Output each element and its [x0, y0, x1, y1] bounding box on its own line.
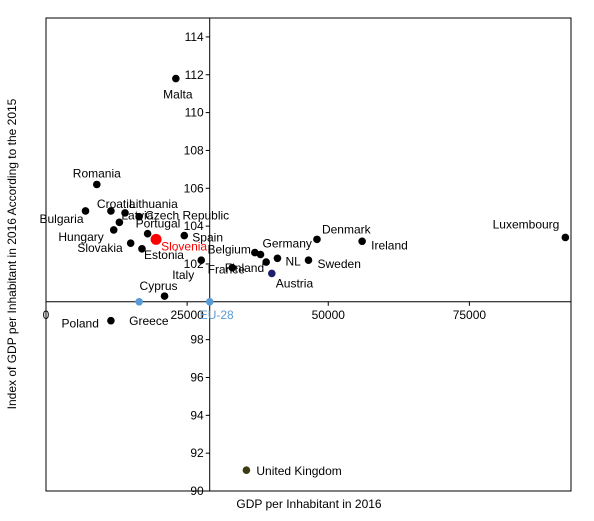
plot-frame	[45, 17, 572, 492]
point-label-austria: Austria	[276, 276, 314, 290]
point-label-france: France	[208, 263, 246, 277]
point-france	[228, 263, 237, 272]
point-latvia	[115, 218, 124, 227]
point-label-estonia: Estonia	[144, 248, 184, 262]
y-tick-label-112: 112	[185, 68, 204, 82]
point-sweden	[304, 256, 313, 264]
point-malta	[172, 74, 180, 83]
point-label-croatia: Croatia	[97, 197, 136, 211]
point-label-united-kingdom: United Kingdom	[256, 464, 341, 478]
point-slovakia	[126, 239, 135, 247]
point-label-poland: Poland	[62, 317, 99, 331]
point-label-malta: Malta	[163, 88, 193, 102]
point-labels: Luxembourg Ireland Denmark Sweden NL Austria F…	[39, 88, 559, 479]
y-tick-label-98: 98	[190, 333, 204, 347]
point-label-sweden: Sweden	[318, 257, 361, 271]
point-luxembourg	[561, 233, 570, 242]
y-tick-label-104: 104	[184, 219, 204, 233]
point-italy	[197, 256, 206, 264]
x-tick-label-75000: 75000	[453, 308, 487, 322]
point-nl	[273, 254, 282, 263]
x-axis-title: GDP per Inhabitant in 2016	[236, 497, 382, 511]
point-eu-28	[205, 298, 214, 306]
point-label-czech-republic: Czech Republic	[145, 209, 229, 223]
point-portugal	[143, 229, 152, 238]
point-croatia	[107, 207, 115, 215]
data-points	[81, 74, 570, 474]
point-label-belgium: Belgium	[208, 243, 251, 257]
point-united-kingdom	[242, 466, 251, 474]
y-tick-label-92: 92	[190, 446, 204, 460]
point-ireland	[358, 237, 366, 246]
point-belgium	[251, 248, 259, 257]
y-tick-label-114: 114	[185, 30, 204, 44]
point-label-portugal: Portugal	[136, 217, 181, 231]
point-label-spain: Spain	[192, 231, 223, 245]
point-label-bulgaria: Bulgaria	[39, 212, 83, 226]
point-austria	[268, 269, 276, 278]
point-slovenia	[150, 233, 162, 245]
y-tick-label-96: 96	[190, 370, 204, 384]
point-denmark	[313, 235, 321, 244]
point-label-luxembourg: Luxembourg	[493, 217, 560, 231]
y-axis-title: Index of GDP per Inhabitant in 2016 Acco…	[5, 98, 19, 409]
y-tick-label-90: 90	[190, 484, 204, 498]
point-poland	[107, 316, 115, 325]
y-tick-label-108: 108	[184, 143, 204, 157]
point-finland	[262, 258, 270, 266]
point-label-germany: Germany	[263, 237, 312, 251]
point-label-denmark: Denmark	[322, 222, 372, 236]
point-label-finland: Finland	[225, 261, 264, 275]
point-label-lithuania: Lithuania	[129, 197, 178, 211]
x-tick-label-0: 0	[43, 308, 50, 322]
x-tick-label-25000: 25000	[170, 308, 204, 322]
point-bulgaria	[81, 207, 90, 215]
point-label-slovenia: Slovenia	[161, 239, 207, 253]
point-label-romania: Romania	[73, 166, 121, 180]
point-czech-republic	[135, 212, 143, 221]
point-label-cyprus: Cyprus	[140, 279, 178, 293]
point-label-greece: Greece	[129, 314, 169, 328]
point-greece	[135, 298, 143, 306]
point-spain	[180, 231, 189, 240]
point-label-italy: Italy	[172, 268, 194, 282]
y-tick-label-94: 94	[190, 408, 204, 422]
point-label-slovakia: Slovakia	[77, 241, 123, 255]
point-label-hungary: Hungary	[58, 230, 103, 244]
point-hungary	[109, 226, 118, 234]
y-tick-label-106: 106	[184, 181, 204, 195]
point-label-eu-28: EU-28	[200, 308, 234, 322]
y-tick-label-110: 110	[185, 106, 204, 120]
point-lithuania	[121, 209, 129, 217]
x-tick-label-50000: 50000	[312, 308, 346, 322]
point-romania	[93, 180, 101, 189]
point-estonia	[138, 245, 146, 253]
axes: 0 25000 50000 75000909294969810210410610811…	[43, 18, 571, 498]
point-cyprus	[160, 292, 169, 300]
point-label-nl: NL	[285, 254, 301, 268]
point-label-ireland: Ireland	[371, 238, 408, 252]
point-label-latvia: Latvia	[121, 208, 153, 222]
